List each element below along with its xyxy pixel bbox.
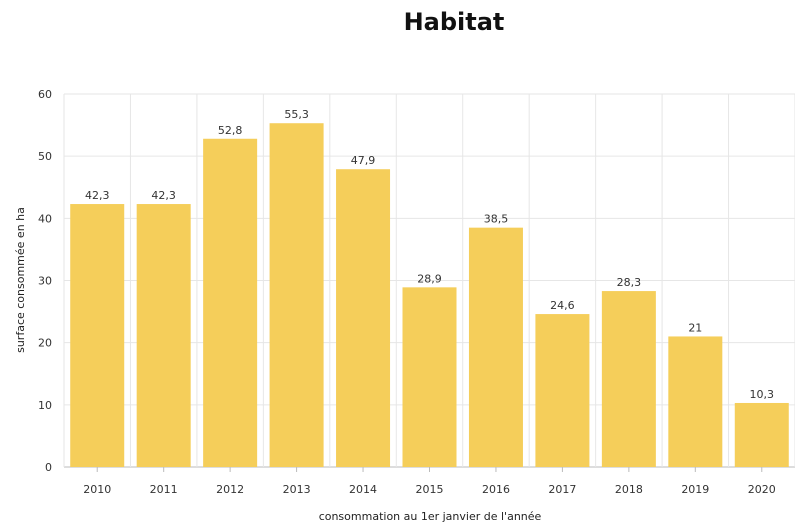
- data-label: 10,3: [750, 388, 775, 401]
- y-tick-label: 30: [38, 275, 52, 288]
- x-tick-label: 2010: [83, 483, 111, 496]
- data-label: 42,3: [151, 189, 176, 202]
- x-tick-label: 2012: [216, 483, 244, 496]
- bar: [601, 291, 656, 467]
- x-tick-label: 2013: [283, 483, 311, 496]
- y-axis-title: surface consommée en ha: [14, 207, 27, 353]
- x-tick-label: 2018: [615, 483, 643, 496]
- x-tick-label: 2016: [482, 483, 510, 496]
- data-label: 47,9: [351, 154, 376, 167]
- x-axis-title: consommation au 1er janvier de l'année: [319, 510, 542, 523]
- x-tick-label: 2011: [150, 483, 178, 496]
- data-label: 28,9: [417, 272, 442, 285]
- data-label: 24,6: [550, 299, 575, 312]
- bar: [535, 314, 590, 467]
- bar: [269, 123, 324, 468]
- bar: [70, 204, 125, 467]
- data-label: 42,3: [85, 189, 110, 202]
- data-label: 21: [688, 321, 702, 334]
- bar: [734, 402, 789, 467]
- chart-title: Habitat: [403, 8, 505, 36]
- bar: [402, 287, 457, 467]
- x-tick-label: 2017: [548, 483, 576, 496]
- x-tick-label: 2014: [349, 483, 377, 496]
- y-axis: 0 10 20 30 40 50 60: [38, 88, 52, 474]
- y-tick-label: 50: [38, 150, 52, 163]
- y-tick-label: 20: [38, 337, 52, 350]
- x-tick-label: 2015: [416, 483, 444, 496]
- bar: [136, 204, 191, 467]
- y-tick-label: 0: [45, 461, 52, 474]
- data-label: 38,5: [484, 213, 509, 226]
- y-tick-label: 40: [38, 212, 52, 225]
- x-tick-label: 2019: [681, 483, 709, 496]
- data-labels: 42,3 42,3 52,8 55,3 47,9 28,9 38,5 24,6 28,3 21 10…: [85, 108, 774, 401]
- data-label: 52,8: [218, 124, 243, 137]
- data-label: 55,3: [284, 108, 309, 121]
- y-tick-label: 60: [38, 88, 52, 101]
- bar: [203, 138, 258, 467]
- y-tick-label: 10: [38, 399, 52, 412]
- bar: [336, 169, 391, 467]
- x-tick-label: 2020: [748, 483, 776, 496]
- data-label: 28,3: [617, 276, 642, 289]
- bar: [668, 336, 723, 467]
- bar: [468, 227, 523, 467]
- bars: [70, 123, 789, 468]
- x-axis: 2010 2011 2012 2013 2014 2015 2016 2017 2018 2019…: [83, 467, 776, 496]
